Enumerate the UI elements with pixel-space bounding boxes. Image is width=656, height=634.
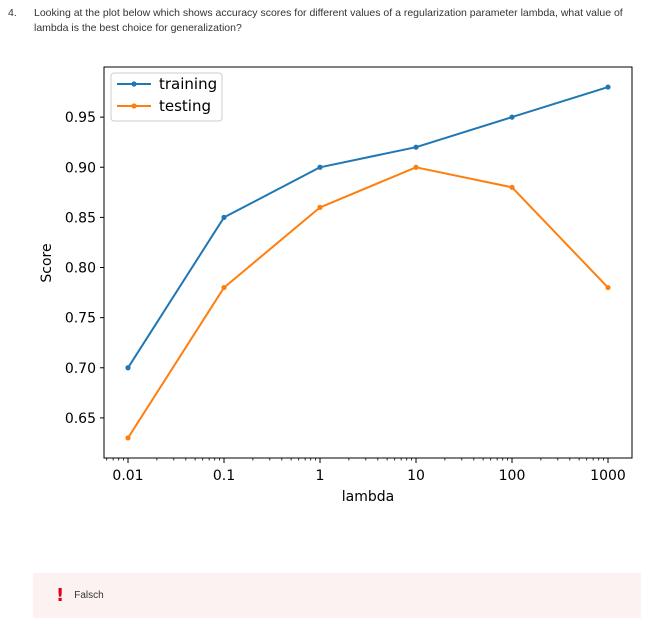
question-text: 4. Looking at the plot below which shows… [8,6,648,36]
data-point-testing [509,184,515,190]
legend-training-marker [131,81,137,87]
y-tick-label: 0.85 [65,210,96,226]
plot-frame [103,66,633,459]
series-line-testing [127,166,609,439]
y-axis-label: Score [39,243,55,282]
line-chart: 0.65 0.70 0.75 0.80 0.85 0.90 0.95 0.01 0.1 1 10 10… [39,66,633,505]
legend-testing-marker [131,103,137,109]
legend-training-label: training [159,75,217,93]
feedback-banner: ! Falsch [33,573,641,618]
data-point-training [509,114,515,120]
y-tick-label: 0.90 [65,160,96,176]
y-tick-label: 0.65 [65,411,96,427]
data-point-testing [221,284,227,291]
feedback-label: Falsch [74,590,104,601]
y-tick-label: 0.75 [65,311,96,327]
y-tick-label: 0.80 [65,261,96,277]
data-point-training [221,214,227,220]
data-point-testing [317,204,323,210]
data-point-training [317,164,323,170]
x-tick-label: 1 [316,468,325,484]
legend: training testing [110,72,223,122]
legend-testing-label: testing [159,97,211,115]
data-point-training [125,365,131,371]
data-point-training [605,84,611,90]
data-point-testing [605,284,611,291]
data-point-training [413,144,419,150]
chart-container: 0.65 0.70 0.75 0.80 0.85 0.90 0.95 0.01 0.1 1 10 10… [39,66,633,505]
y-tick-label: 0.95 [65,110,96,126]
x-tick-label: 0.1 [213,468,235,484]
question-number: 4. [8,7,17,19]
y-tick-label: 0.70 [65,361,96,377]
exclamation-icon: ! [56,584,65,606]
data-point-testing [125,435,131,441]
data-point-testing [413,164,419,170]
question-body: Looking at the plot below which shows ac… [34,7,623,34]
x-tick-label: 1000 [590,468,626,484]
series-line-training [127,86,609,369]
x-axis-label: lambda [342,489,394,505]
x-tick-label: 100 [499,468,526,484]
x-tick-label: 0.01 [112,468,143,484]
x-tick-label: 10 [407,468,425,484]
